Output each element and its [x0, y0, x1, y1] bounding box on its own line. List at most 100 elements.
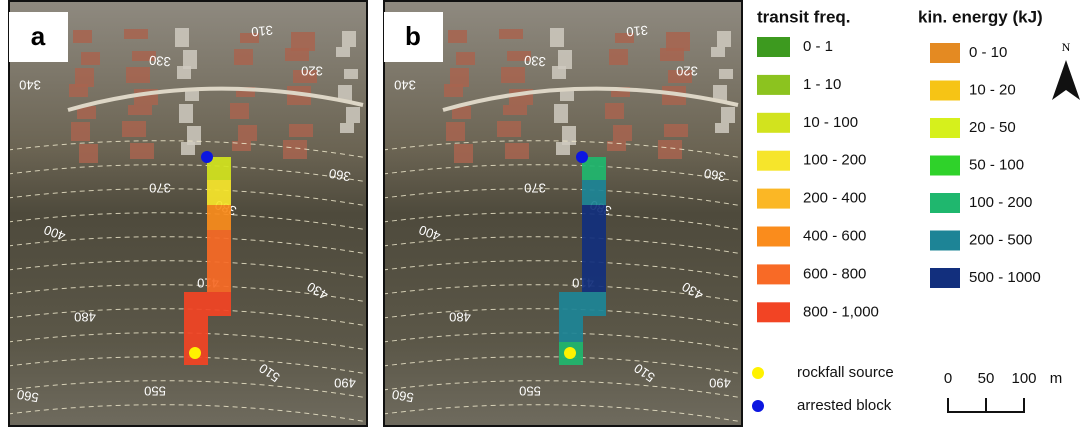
building: [446, 122, 465, 141]
path-cell: [559, 292, 606, 316]
legend-swatch: [757, 189, 790, 209]
building: [122, 121, 146, 137]
rockfall-source: [564, 347, 576, 359]
building: [234, 49, 253, 65]
building: [444, 84, 463, 97]
path-cell: [559, 316, 583, 342]
building: [238, 125, 257, 141]
building: [660, 48, 684, 61]
building: [456, 52, 475, 65]
building: [285, 48, 309, 61]
contour-label: 480: [74, 310, 96, 325]
building: [499, 29, 523, 39]
scale-label: 100: [1011, 370, 1036, 387]
legend-label: rockfall source: [797, 364, 894, 381]
path-cell: [582, 205, 606, 230]
building: [342, 31, 356, 47]
contour-label: 320: [676, 64, 698, 79]
legend-label: 200 - 400: [803, 190, 866, 207]
building: [715, 123, 729, 133]
legend-label: arrested block: [797, 397, 892, 414]
path-cell: [207, 180, 231, 205]
building: [550, 28, 564, 47]
building: [503, 105, 527, 115]
building: [664, 124, 688, 137]
scale-unit: m: [1050, 370, 1063, 387]
building: [79, 144, 98, 163]
path-cell: [184, 292, 231, 316]
building: [179, 104, 193, 123]
panel-label: b: [405, 21, 421, 51]
building: [454, 144, 473, 163]
building: [556, 142, 570, 155]
building: [130, 143, 154, 159]
building: [81, 52, 100, 65]
north-label: N: [1062, 40, 1071, 54]
legend-swatch: [757, 302, 790, 322]
path-cell: [582, 230, 606, 292]
legend-label: 10 - 100: [803, 114, 858, 131]
legend-swatch: [930, 193, 960, 213]
building: [711, 47, 725, 57]
legend-swatch: [757, 113, 790, 133]
building: [344, 69, 358, 79]
legend-label: 600 - 800: [803, 265, 866, 282]
building: [230, 103, 249, 119]
building: [289, 124, 313, 137]
legend-label: 400 - 600: [803, 227, 866, 244]
arrested-block: [201, 151, 213, 163]
figure: 3103203303403703803604004104304805104905…: [0, 0, 1083, 427]
building: [340, 123, 354, 133]
arrested-block: [576, 151, 588, 163]
building: [609, 49, 628, 65]
legend-label: 800 - 1,000: [803, 303, 879, 320]
building: [336, 47, 350, 57]
building: [448, 30, 467, 43]
legend-label: 50 - 100: [969, 156, 1024, 173]
building: [505, 143, 529, 159]
legend-label: 0 - 10: [969, 44, 1007, 61]
building: [175, 28, 189, 47]
building: [283, 140, 307, 159]
building: [177, 66, 191, 79]
building: [71, 122, 90, 141]
legend-title: transit freq.: [757, 7, 851, 26]
legend-swatch: [930, 268, 960, 288]
legend-label: 100 - 200: [803, 152, 866, 169]
legend-swatch: [757, 264, 790, 284]
building: [497, 121, 521, 137]
contour-label: 550: [519, 384, 541, 399]
contour-label: 310: [626, 23, 649, 40]
building: [124, 29, 148, 39]
legend-swatch: [757, 151, 790, 171]
legend-swatch: [930, 81, 960, 101]
legend-symbol: [752, 400, 764, 412]
contour-label: 490: [709, 376, 731, 391]
contour-label: 330: [523, 53, 546, 70]
legend-swatch: [930, 118, 960, 138]
building: [719, 69, 733, 79]
contour-label: 330: [148, 53, 171, 70]
contour-label: 550: [144, 384, 166, 399]
legend-swatch: [757, 37, 790, 57]
contour-label: 370: [524, 181, 546, 196]
building: [346, 107, 360, 123]
path-cell: [207, 230, 231, 292]
contour-label: 480: [449, 310, 471, 325]
path-cell: [207, 205, 231, 230]
legend-label: 10 - 20: [969, 81, 1016, 98]
building: [552, 66, 566, 79]
building: [73, 30, 92, 43]
building: [613, 125, 632, 141]
legend-label: 100 - 200: [969, 194, 1032, 211]
legend-swatch: [757, 75, 790, 95]
path-cell: [582, 180, 606, 205]
legend-label: 0 - 1: [803, 38, 833, 55]
contour-label: 490: [334, 376, 356, 391]
building: [128, 105, 152, 115]
panel-label: a: [31, 21, 46, 51]
legend-swatch: [930, 231, 960, 251]
building: [181, 142, 195, 155]
building: [69, 84, 88, 97]
north-arrow: [1052, 60, 1080, 100]
